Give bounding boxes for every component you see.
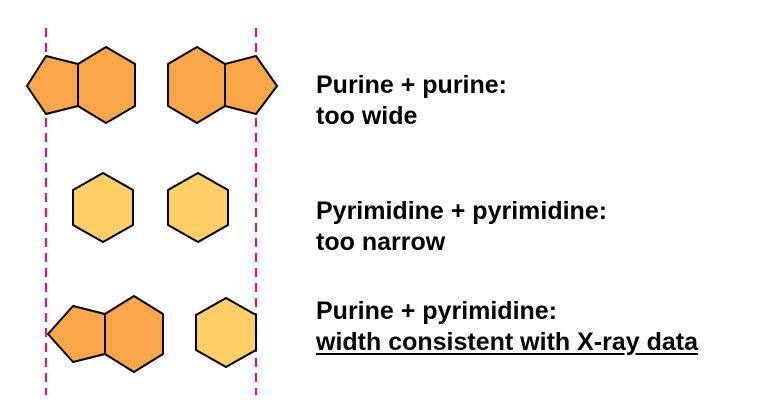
purine-left-pentagon (26, 55, 79, 115)
caption-pyrimidine-pyrimidine: Pyrimidine + pyrimidine: too narrow (316, 196, 607, 258)
caption-purine-pyrimidine-verdict: width consistent with X-ray data (316, 328, 698, 356)
caption-purine-purine: Purine + purine: too wide (316, 70, 507, 132)
pyrimidine-hexagon (195, 297, 257, 368)
purine-purine-pair (26, 46, 278, 124)
caption-pyrimidine-pyrimidine-verdict: too narrow (316, 228, 446, 256)
purine-hexagon (104, 295, 164, 373)
purine-left-hexagon (77, 46, 136, 124)
caption-purine-pyrimidine: Purine + pyrimidine: width consistent wi… (316, 296, 698, 358)
pyrimidine-left-hexagon (72, 172, 134, 243)
purine-pyrimidine-pair (47, 295, 257, 373)
purine-right-hexagon (167, 46, 226, 124)
purine-right-pentagon (224, 55, 278, 115)
caption-purine-purine-verdict: too wide (316, 102, 418, 130)
caption-purine-pyrimidine-title: Purine + pyrimidine: (316, 297, 558, 325)
pyrimidine-right-hexagon (167, 172, 229, 243)
caption-pyrimidine-pyrimidine-title: Pyrimidine + pyrimidine: (316, 197, 608, 225)
caption-purine-purine-title: Purine + purine: (316, 71, 508, 99)
pyrimidine-pyrimidine-pair (72, 172, 229, 243)
purine-pentagon (47, 305, 106, 363)
